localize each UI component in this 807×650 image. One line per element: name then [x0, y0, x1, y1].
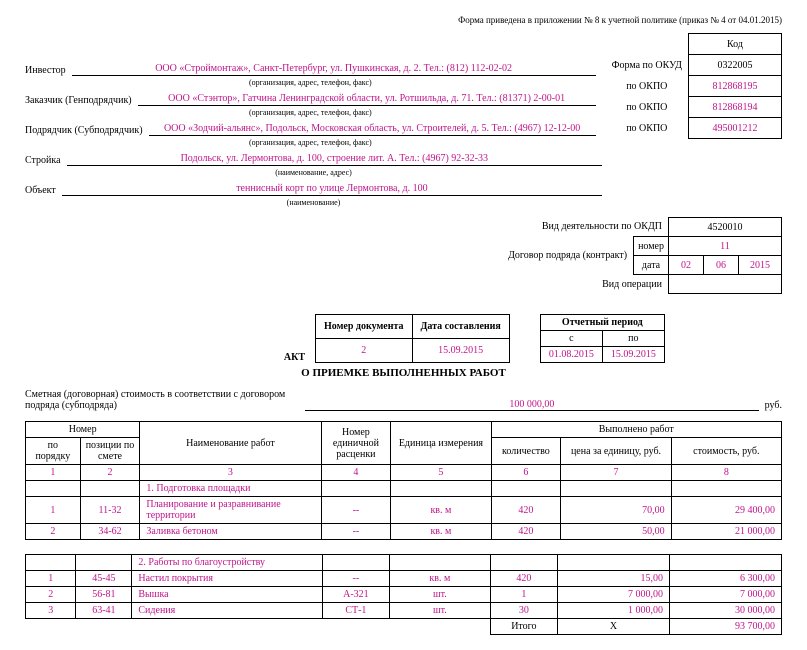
- customer-sub: (организация, адрес, телефон, факс): [25, 108, 602, 117]
- works-table-2: 2. Работы по благоустройству 1 45-45 Нас…: [25, 554, 782, 635]
- total-row: Итого X 93 700,00: [26, 619, 782, 635]
- contractor-row: Подрядчик (Субподрядчик) ООО «Зодчий-аль…: [25, 123, 596, 136]
- works-table-1: Номер Наименование работ Номер единичной…: [25, 421, 782, 540]
- object-row: Объект теннисный корт по улице Лермонтов…: [25, 183, 602, 196]
- object-sub: (наименование): [25, 198, 602, 207]
- table-row: 3 63-41 Сидения СТ-1 шт. 30 1 000,00 30 …: [26, 603, 782, 619]
- cost-row: Сметная (договорная) стоимость в соответ…: [25, 389, 782, 411]
- table-row: 1 45-45 Настил покрытия -- кв. м 420 15,…: [26, 571, 782, 587]
- doc-title: О ПРИЕМКЕ ВЫПОЛНЕННЫХ РАБОТ: [25, 367, 782, 379]
- site-row: Стройка Подольск, ул. Лермонтова, д. 100…: [25, 153, 602, 166]
- form-note: Форма приведена в приложении № 8 к учетн…: [25, 15, 782, 25]
- customer-row: Заказчик (Генподрядчик) ООО «Стэнтор», Г…: [25, 93, 596, 106]
- contractor-sub: (организация, адрес, телефон, факс): [25, 138, 602, 147]
- site-sub: (наименование, адрес): [25, 168, 602, 177]
- table-row: 2 56-81 Вышка А-321 шт. 1 7 000,00 7 000…: [26, 587, 782, 603]
- doc-number-table: Номер документаДата составления 215.09.2…: [315, 314, 510, 363]
- table-row: 1 11-32 Планирование и разравнивание тер…: [26, 497, 782, 524]
- investor-sub: (организация, адрес, телефон, факс): [25, 78, 602, 87]
- period-table: Отчетный период спо 01.08.201515.09.2015: [540, 314, 665, 363]
- akt-label: АКТ: [25, 352, 315, 363]
- investor-row: Инвестор ООО «Строймонтаж», Санкт-Петерб…: [25, 63, 596, 76]
- code-table: Код Форма по ОКУД0322005 по ОКПО81286819…: [606, 33, 782, 139]
- table-row: 2 34-62 Заливка бетоном -- кв. м 420 50,…: [26, 524, 782, 540]
- contract-table: Вид деятельности по ОКДП4520010 Договор …: [504, 217, 782, 294]
